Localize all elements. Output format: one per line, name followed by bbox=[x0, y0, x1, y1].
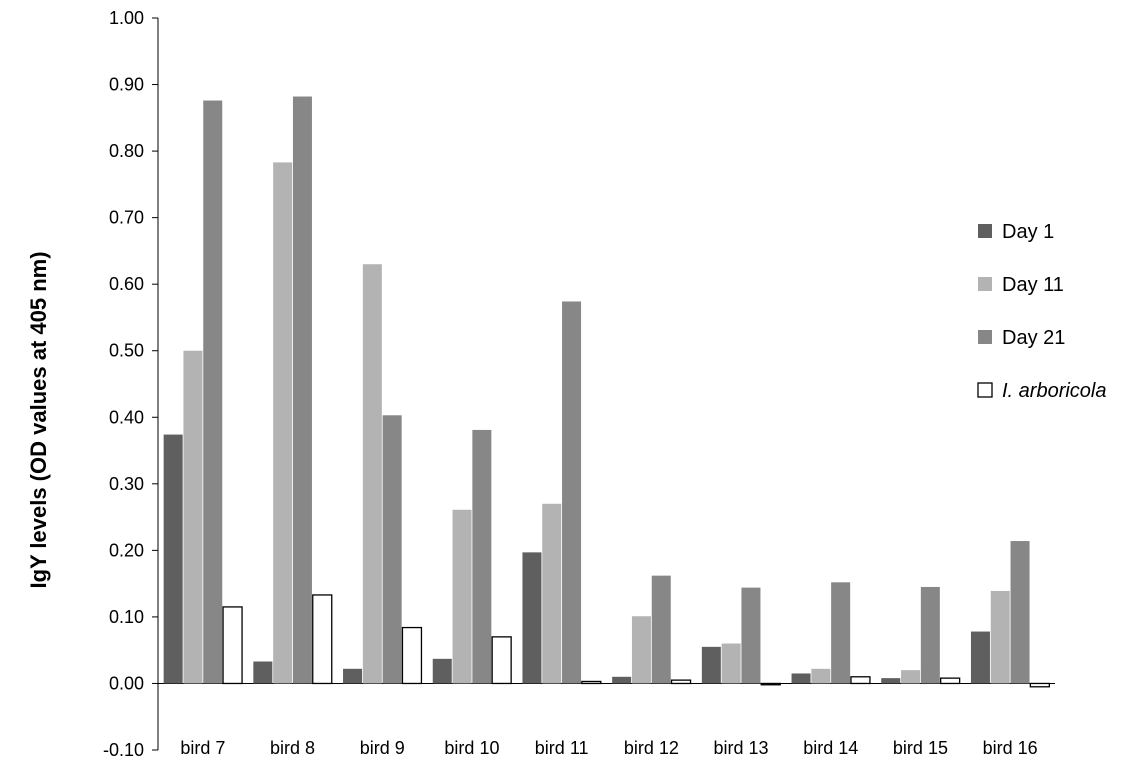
bar-day-21-bird-8 bbox=[292, 96, 312, 684]
x-tick-label: bird 7 bbox=[180, 738, 225, 758]
y-tick-label: 0.30 bbox=[109, 474, 144, 494]
y-tick-label: -0.10 bbox=[103, 740, 144, 760]
bar-day-21-bird-16 bbox=[1010, 541, 1030, 684]
legend-label: Day 21 bbox=[1002, 327, 1065, 349]
bar-day-1-bird-15 bbox=[881, 678, 901, 684]
bar-day-1-bird-16 bbox=[970, 631, 990, 684]
bar-day-21-bird-7 bbox=[203, 100, 223, 684]
bar-day-11-bird-8 bbox=[273, 162, 293, 684]
y-tick-label: 0.00 bbox=[109, 673, 144, 693]
y-tick-label: 0.80 bbox=[109, 141, 144, 161]
bar-day-1-bird-9 bbox=[343, 668, 363, 684]
y-tick-label: 0.40 bbox=[109, 407, 144, 427]
legend: Day 1 Day 11 Day 21 I. arboricola bbox=[977, 221, 1107, 402]
legend-label: I. arboricola bbox=[1002, 380, 1107, 402]
bar-day-21-bird-12 bbox=[651, 575, 671, 684]
bar-i-arboricola-bird-16 bbox=[1029, 682, 1050, 688]
legend-swatch bbox=[978, 224, 992, 238]
labels: 1.00 0.90 0.80 0.70 0.60 0.50 0.40 0.30 0.20 0.10… bbox=[103, 8, 1038, 760]
bar-i-arboricola-bird-9 bbox=[401, 626, 423, 685]
bar-day-1-bird-12 bbox=[612, 676, 632, 684]
y-tick-label: 0.50 bbox=[109, 341, 144, 361]
bar-i-arboricola-bird-8 bbox=[312, 594, 333, 685]
x-tick-label: bird 10 bbox=[444, 738, 499, 758]
legend-swatch bbox=[978, 330, 992, 344]
x-tick-label: bird 13 bbox=[714, 738, 769, 758]
bar-day-21-bird-13 bbox=[741, 587, 761, 684]
x-tick-label: bird 12 bbox=[624, 738, 679, 758]
bar-i-arboricola-bird-7 bbox=[222, 606, 243, 685]
y-axis-label: IgY levels (OD values at 405 nm) bbox=[26, 251, 51, 588]
legend-label: Day 11 bbox=[1002, 274, 1064, 296]
bar-day-1-bird-8 bbox=[253, 661, 273, 684]
bar-i-arboricola-bird-11 bbox=[581, 680, 602, 685]
bar-day-11-bird-13 bbox=[721, 643, 741, 684]
legend-swatch bbox=[977, 382, 993, 398]
x-tick-label: bird 9 bbox=[360, 738, 405, 758]
bar-day-21-bird-14 bbox=[831, 582, 851, 684]
bar-day-1-bird-14 bbox=[791, 673, 811, 684]
x-tick-label: bird 14 bbox=[803, 738, 858, 758]
legend-label: Day 1 bbox=[1002, 221, 1054, 243]
bar-day-11-bird-12 bbox=[631, 616, 651, 684]
y-tick-label: 0.60 bbox=[109, 274, 144, 294]
bar-i-arboricola-bird-10 bbox=[491, 636, 512, 685]
bar-day-11-bird-16 bbox=[990, 590, 1010, 684]
bar-day-11-bird-15 bbox=[901, 670, 921, 684]
y-tick-label: 0.20 bbox=[109, 540, 144, 560]
bar-i-arboricola-bird-12 bbox=[670, 679, 692, 685]
bar-i-arboricola-bird-14 bbox=[850, 676, 871, 685]
bar-day-21-bird-15 bbox=[920, 586, 940, 684]
bar-day-1-bird-7 bbox=[163, 434, 183, 684]
bar-day-21-bird-10 bbox=[472, 429, 492, 684]
bar-day-11-bird-10 bbox=[452, 509, 472, 684]
x-tick-label: bird 15 bbox=[893, 738, 948, 758]
bar-day-1-bird-11 bbox=[522, 552, 542, 684]
bar-day-21-bird-11 bbox=[562, 301, 582, 684]
bar-day-11-bird-11 bbox=[542, 503, 562, 684]
y-tick-label: 0.10 bbox=[109, 607, 144, 627]
bar-day-11-bird-14 bbox=[811, 668, 831, 684]
bar-day-1-bird-13 bbox=[701, 646, 721, 684]
legend-swatch bbox=[978, 277, 992, 291]
y-tick-label: 1.00 bbox=[109, 8, 144, 28]
bars bbox=[163, 96, 1050, 688]
bar-i-arboricola-bird-15 bbox=[940, 677, 961, 685]
bar-i-arboricola-bird-13 bbox=[760, 682, 781, 686]
x-tick-label: bird 8 bbox=[270, 738, 315, 758]
x-tick-label: bird 11 bbox=[535, 738, 589, 758]
y-tick-label: 0.90 bbox=[109, 75, 144, 95]
bar-day-1-bird-10 bbox=[432, 658, 452, 684]
bar-day-11-bird-7 bbox=[183, 350, 203, 684]
y-tick-label: 0.70 bbox=[109, 208, 144, 228]
bar-day-11-bird-9 bbox=[362, 264, 382, 684]
x-tick-label: bird 16 bbox=[983, 738, 1038, 758]
bar-day-21-bird-9 bbox=[382, 415, 402, 684]
